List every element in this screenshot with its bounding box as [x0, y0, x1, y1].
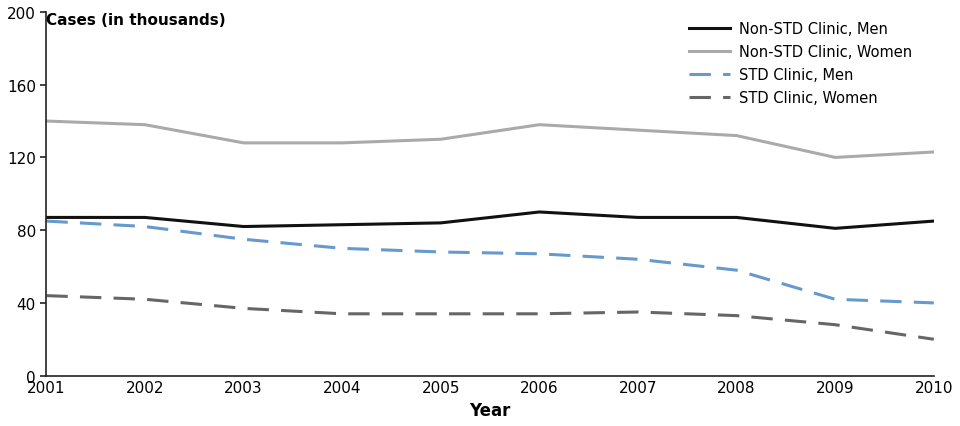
Non-STD Clinic, Women: [534, 123, 545, 128]
Legend: Non-STD Clinic, Men, Non-STD Clinic, Women, STD Clinic, Men, STD Clinic, Women: Non-STD Clinic, Men, Non-STD Clinic, Wom…: [684, 17, 918, 112]
STD Clinic, Men: [928, 301, 940, 306]
STD Clinic, Women: [238, 306, 250, 311]
Non-STD Clinic, Men: [336, 223, 348, 228]
STD Clinic, Women: [435, 311, 446, 317]
Non-STD Clinic, Men: [731, 216, 742, 221]
STD Clinic, Men: [40, 219, 52, 224]
STD Clinic, Women: [928, 337, 940, 342]
STD Clinic, Women: [139, 297, 151, 302]
Non-STD Clinic, Men: [829, 226, 841, 231]
STD Clinic, Men: [139, 225, 151, 230]
STD Clinic, Women: [40, 294, 52, 299]
Non-STD Clinic, Women: [40, 119, 52, 124]
Non-STD Clinic, Women: [238, 141, 250, 146]
Non-STD Clinic, Women: [336, 141, 348, 146]
Non-STD Clinic, Men: [40, 216, 52, 221]
Non-STD Clinic, Women: [139, 123, 151, 128]
STD Clinic, Men: [238, 237, 250, 242]
Non-STD Clinic, Men: [633, 216, 644, 221]
Line: Non-STD Clinic, Women: Non-STD Clinic, Women: [46, 122, 934, 158]
STD Clinic, Men: [435, 250, 446, 255]
Non-STD Clinic, Women: [829, 155, 841, 161]
STD Clinic, Men: [534, 252, 545, 257]
Non-STD Clinic, Men: [928, 219, 940, 224]
STD Clinic, Men: [633, 257, 644, 262]
Non-STD Clinic, Women: [633, 128, 644, 133]
STD Clinic, Women: [534, 311, 545, 317]
Non-STD Clinic, Men: [139, 216, 151, 221]
Non-STD Clinic, Men: [435, 221, 446, 226]
Line: STD Clinic, Men: STD Clinic, Men: [46, 222, 934, 303]
STD Clinic, Women: [731, 314, 742, 319]
STD Clinic, Men: [731, 268, 742, 273]
Non-STD Clinic, Women: [928, 150, 940, 155]
Text: Cases (in thousands): Cases (in thousands): [46, 13, 226, 28]
Non-STD Clinic, Men: [534, 210, 545, 215]
STD Clinic, Men: [829, 297, 841, 302]
Non-STD Clinic, Women: [731, 134, 742, 139]
Non-STD Clinic, Women: [435, 137, 446, 142]
STD Clinic, Women: [633, 310, 644, 315]
STD Clinic, Women: [829, 322, 841, 328]
Line: Non-STD Clinic, Men: Non-STD Clinic, Men: [46, 213, 934, 229]
STD Clinic, Women: [336, 311, 348, 317]
Line: STD Clinic, Women: STD Clinic, Women: [46, 296, 934, 340]
X-axis label: Year: Year: [469, 401, 511, 419]
STD Clinic, Men: [336, 246, 348, 251]
Non-STD Clinic, Men: [238, 225, 250, 230]
